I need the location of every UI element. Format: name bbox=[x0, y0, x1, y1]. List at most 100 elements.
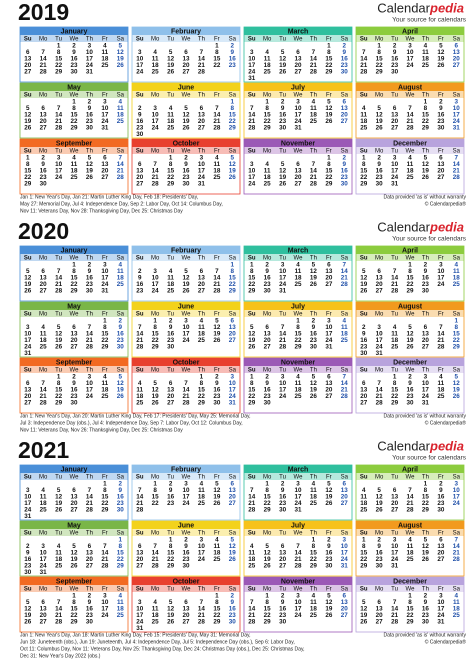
day-number: 26 bbox=[213, 337, 221, 344]
day-number: 30 bbox=[136, 131, 144, 138]
day-number: 20 bbox=[136, 174, 144, 181]
day-number: 10 bbox=[198, 161, 206, 168]
day-number: 8 bbox=[393, 380, 397, 387]
weekday-label: Mo bbox=[151, 149, 160, 155]
day-number: 16 bbox=[437, 494, 445, 501]
weekday-label: We bbox=[406, 368, 416, 374]
day-number: 11 bbox=[310, 599, 317, 606]
day-number: 24 bbox=[86, 393, 94, 400]
day-number: 4 bbox=[41, 324, 45, 331]
day-number: 3 bbox=[296, 481, 300, 488]
day-number: 18 bbox=[406, 550, 414, 557]
day-number: 9 bbox=[41, 161, 45, 168]
day-number: 17 bbox=[86, 387, 94, 394]
day-number: 14 bbox=[198, 606, 206, 613]
day-number: 9 bbox=[88, 105, 92, 112]
month-box bbox=[131, 138, 241, 195]
weekday-label: Su bbox=[360, 256, 368, 262]
day-number: 20 bbox=[391, 500, 399, 507]
day-number: 23 bbox=[86, 612, 94, 619]
weekday-label: Sa bbox=[341, 312, 349, 318]
day-number: 17 bbox=[422, 387, 430, 394]
day-number: 9 bbox=[184, 161, 188, 168]
day-number: 28 bbox=[279, 344, 287, 351]
day-number: 18 bbox=[167, 281, 175, 288]
day-number: 9 bbox=[343, 161, 347, 168]
day-number: 3 bbox=[138, 599, 142, 606]
day-number: 3 bbox=[26, 487, 30, 494]
weekday-row bbox=[20, 366, 128, 373]
weekday-label: Mo bbox=[263, 475, 272, 481]
month-box bbox=[131, 576, 241, 633]
day-number: 29 bbox=[325, 181, 333, 188]
day-number: 8 bbox=[231, 105, 235, 112]
day-number: 25 bbox=[406, 174, 414, 181]
day-number: 13 bbox=[325, 268, 333, 275]
weekday-label: We bbox=[294, 37, 304, 43]
weekday-label: Mo bbox=[151, 93, 160, 99]
weekday-label: Su bbox=[24, 312, 32, 318]
day-number: 15 bbox=[406, 275, 414, 282]
day-number: 15 bbox=[325, 168, 333, 175]
month-box bbox=[131, 26, 241, 83]
weekday-row bbox=[244, 91, 352, 98]
day-number: 24 bbox=[422, 393, 430, 400]
day-number: 19 bbox=[422, 550, 430, 557]
weekday-label: Sa bbox=[453, 475, 461, 481]
weekday-label: We bbox=[182, 256, 192, 262]
day-number: 15 bbox=[264, 494, 272, 501]
day-number: 28 bbox=[86, 507, 94, 514]
day-number: 22 bbox=[152, 500, 160, 507]
day-number: 25 bbox=[437, 393, 445, 400]
day-number: 2 bbox=[215, 374, 219, 381]
day-number: 31 bbox=[422, 400, 430, 407]
weekday-row bbox=[356, 254, 464, 261]
day-number: 29 bbox=[248, 288, 256, 295]
day-number: 13 bbox=[325, 380, 333, 387]
day-number: 6 bbox=[88, 543, 92, 550]
month-box bbox=[243, 520, 353, 577]
day-number: 13 bbox=[391, 112, 399, 119]
day-number: 20 bbox=[391, 118, 399, 125]
day-number: 26 bbox=[279, 69, 287, 76]
month-name: November bbox=[281, 140, 316, 147]
weekday-label: Th bbox=[310, 149, 317, 155]
day-number: 5 bbox=[88, 155, 92, 162]
day-number: 29 bbox=[376, 69, 384, 76]
month-box bbox=[19, 138, 129, 195]
copyright: © Calendarpedia® bbox=[425, 638, 467, 645]
day-number: 14 bbox=[248, 606, 256, 613]
month-box bbox=[355, 357, 465, 414]
day-number: 20 bbox=[437, 550, 445, 557]
day-number: 17 bbox=[279, 275, 287, 282]
weekday-label: Su bbox=[24, 256, 32, 262]
day-number: 16 bbox=[167, 331, 175, 338]
day-number: 27 bbox=[341, 118, 349, 125]
day-number: 28 bbox=[182, 400, 190, 407]
day-number: 13 bbox=[391, 494, 399, 501]
weekday-label: Su bbox=[248, 475, 256, 481]
brand-name: Calendar bbox=[377, 219, 430, 234]
day-number: 6 bbox=[377, 599, 381, 606]
day-number: 9 bbox=[281, 599, 285, 606]
weekday-label: Su bbox=[360, 37, 368, 43]
weekday-label: Fr bbox=[214, 93, 220, 99]
weekday-label: We bbox=[70, 149, 80, 155]
day-number: 28 bbox=[198, 619, 206, 626]
weekday-label: We bbox=[294, 312, 304, 318]
day-number: 24 bbox=[152, 288, 160, 295]
day-number: 8 bbox=[103, 487, 107, 494]
day-number: 2 bbox=[88, 262, 92, 269]
weekday-label: Sa bbox=[229, 531, 237, 537]
month-box bbox=[131, 245, 241, 302]
day-number: 30 bbox=[279, 619, 287, 626]
day-number: 29 bbox=[55, 400, 63, 407]
day-number: 11 bbox=[295, 380, 302, 387]
day-number: 4 bbox=[41, 487, 45, 494]
day-number: 29 bbox=[248, 400, 256, 407]
day-number: 10 bbox=[453, 487, 461, 494]
day-number: 13 bbox=[229, 324, 237, 331]
day-number: 6 bbox=[103, 155, 107, 162]
month-box bbox=[19, 576, 129, 633]
day-number: 16 bbox=[310, 331, 318, 338]
